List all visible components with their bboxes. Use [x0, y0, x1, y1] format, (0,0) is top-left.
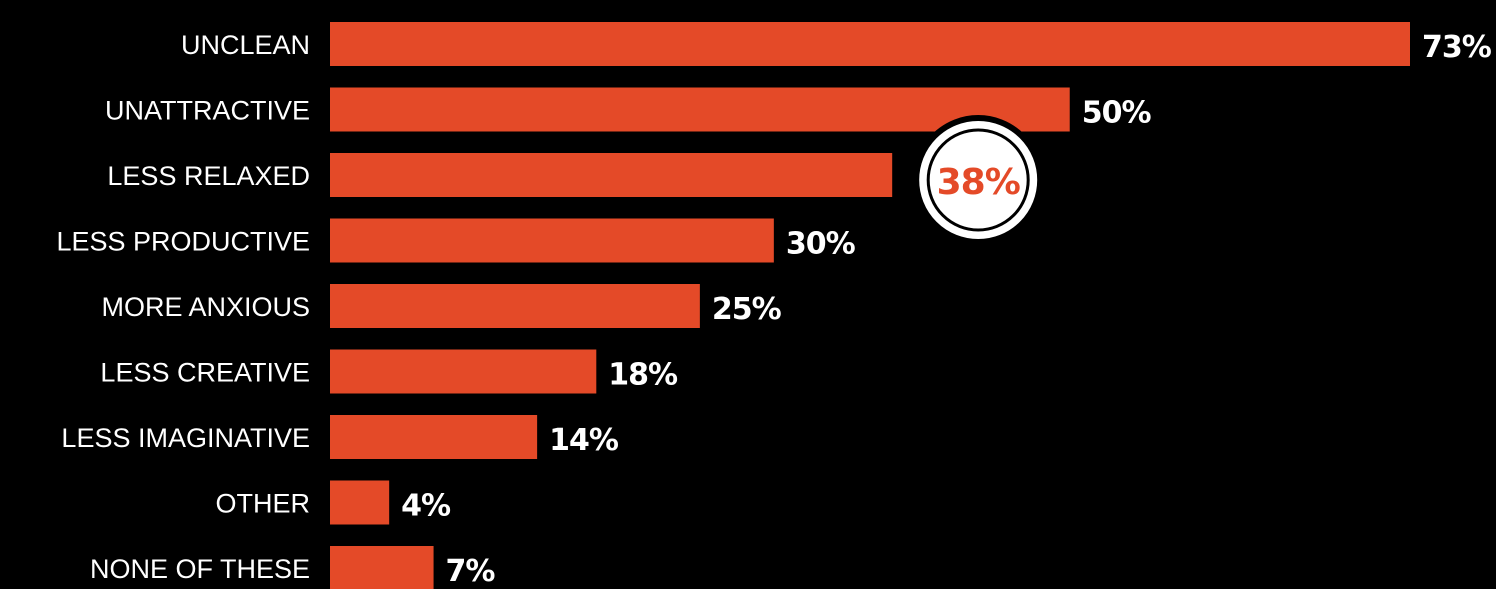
value-label-none-of-these: 7%: [446, 554, 496, 589]
bar-less-imaginative: [330, 415, 538, 459]
highlight-circle-inner-ring: [926, 128, 1030, 232]
value-label-less-creative: 18%: [608, 358, 678, 393]
value-label-unattractive: 50%: [1082, 96, 1152, 131]
category-label-none-of-these: NONE OF THESE: [90, 554, 310, 584]
value-label-more-anxious: 25%: [712, 292, 782, 327]
bar-more-anxious: [330, 284, 700, 328]
bar-unclean: [330, 22, 1410, 66]
bar-other: [330, 480, 390, 525]
category-label-less-imaginative: LESS IMAGINATIVE: [61, 423, 310, 453]
highlight-circle: [913, 115, 1044, 245]
value-label-less-imaginative: 14%: [549, 423, 619, 458]
value-label-less-productive: 30%: [786, 227, 856, 262]
value-label-less-relaxed: 38%: [937, 162, 1020, 203]
bar-less-relaxed: [330, 153, 893, 197]
category-label-unclean: UNCLEAN: [181, 30, 310, 60]
bar-none-of-these: [330, 546, 434, 589]
category-label-less-creative: LESS CREATIVE: [100, 358, 310, 388]
category-label-less-productive: LESS PRODUCTIVE: [56, 227, 310, 257]
category-label-other: OTHER: [216, 489, 311, 519]
category-label-more-anxious: MORE ANXIOUS: [101, 292, 310, 322]
category-label-less-relaxed: LESS RELAXED: [107, 161, 310, 191]
value-label-unclean: 73%: [1422, 30, 1492, 65]
chart-marks: UNCLEAN 73% UNATTRACTIVE 50% LESS RELAXED 38%…: [56, 22, 1493, 589]
bar-less-productive: [330, 218, 774, 263]
value-label-other: 4%: [401, 489, 451, 524]
bar-less-creative: [330, 349, 597, 394]
category-label-unattractive: UNATTRACTIVE: [105, 96, 310, 126]
